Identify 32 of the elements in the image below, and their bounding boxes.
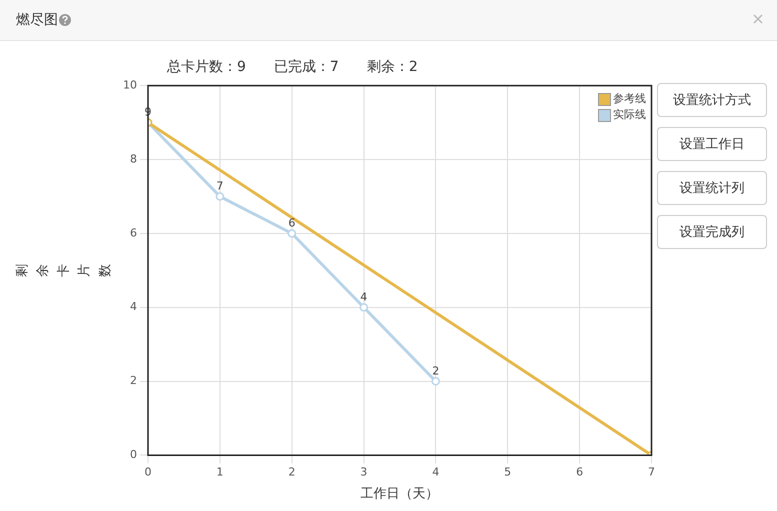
x-axis-title: 工作日（天） xyxy=(360,486,439,502)
y-axis-title: 剩余卡片数 xyxy=(14,264,113,277)
x-tick-label: 3 xyxy=(360,466,368,479)
y-tick-label: 10 xyxy=(122,78,137,92)
button: 设置统计列 xyxy=(657,171,767,205)
point xyxy=(216,192,224,201)
data-label: 6 xyxy=(288,216,296,230)
chart-title: 燃尽图 xyxy=(16,11,58,29)
y-tick-label: 4 xyxy=(130,300,137,314)
x-tick-label: 7 xyxy=(648,466,655,479)
x-tick-label: 5 xyxy=(504,466,512,479)
point xyxy=(431,377,440,386)
x-tick-label: 0 xyxy=(144,466,152,479)
point xyxy=(360,303,368,312)
y-tick-label: 0 xyxy=(130,448,137,462)
x-tick-label: 1 xyxy=(216,466,224,479)
point xyxy=(288,229,296,238)
button: 设置完成列 xyxy=(657,215,767,249)
x-tick-label: 4 xyxy=(432,466,440,479)
legend-label: 参考线 xyxy=(613,91,646,107)
data-label: 7 xyxy=(216,179,224,192)
y-tick-label: 6 xyxy=(130,226,137,240)
y-tick-label: 2 xyxy=(130,374,137,388)
x-tick-label: 2 xyxy=(288,466,296,479)
button: 设置工作日 xyxy=(657,127,767,161)
chart-subtitle: 总卡片数：9 已完成：7 剩余：2 xyxy=(167,58,418,76)
data-label: 2 xyxy=(432,364,440,378)
legend-label: 实际线 xyxy=(613,107,646,123)
data-label: 4 xyxy=(360,290,368,304)
x-tick-label: 6 xyxy=(576,466,584,479)
y-tick-label: 8 xyxy=(130,152,137,166)
button: 设置统计方式 xyxy=(657,83,767,117)
